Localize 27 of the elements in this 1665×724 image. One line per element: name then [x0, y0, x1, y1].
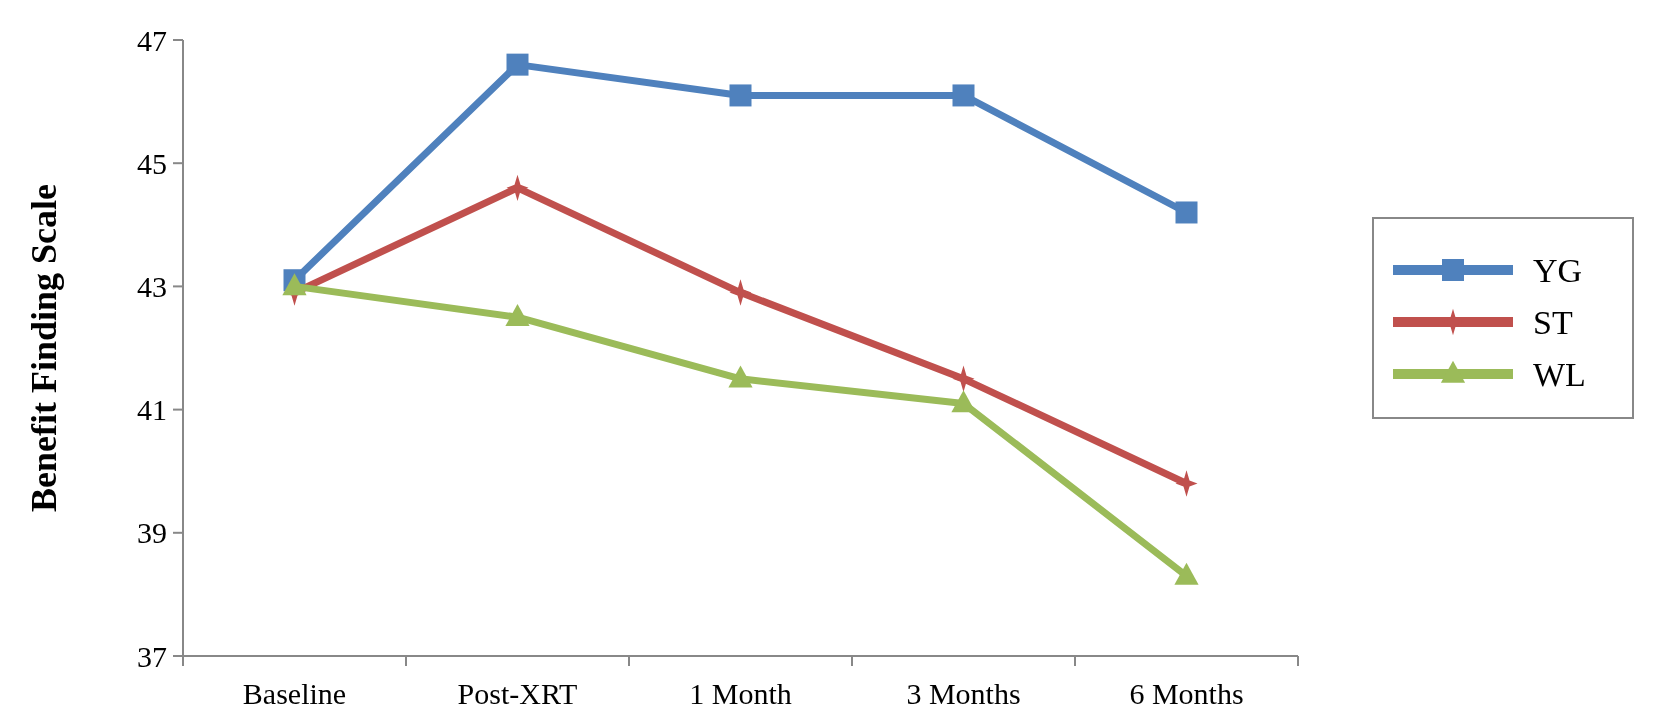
- y-axis-title: Benefit Finding Scale: [24, 183, 64, 513]
- y-tick-label: 43: [137, 269, 167, 303]
- point: [1175, 201, 1198, 224]
- x-tick-label: Baseline: [242, 677, 347, 710]
- x-tick-label: 3 Months: [906, 677, 1021, 710]
- y-tick-label: 39: [137, 516, 167, 550]
- point: [1174, 562, 1199, 585]
- point: [506, 53, 529, 76]
- legend-label: ST: [1533, 303, 1573, 341]
- legend-label: WL: [1533, 355, 1586, 393]
- point: [952, 365, 975, 392]
- x-tick-label: Post-XRT: [457, 677, 578, 710]
- y-tick-label: 41: [137, 393, 167, 427]
- point: [952, 84, 975, 107]
- point: [505, 304, 530, 326]
- point: [728, 365, 753, 388]
- point: [729, 279, 752, 306]
- x-tick-label: 1 Month: [689, 677, 792, 710]
- point: [506, 174, 529, 202]
- y-tick-label: 47: [137, 23, 167, 57]
- y-tick-label: 45: [137, 146, 167, 180]
- point: [729, 84, 752, 107]
- point: [1175, 470, 1198, 497]
- x-tick-label: 6 Months: [1129, 677, 1244, 710]
- legend-label: YG: [1533, 251, 1583, 289]
- point: [951, 390, 976, 413]
- y-tick-label: 37: [137, 639, 167, 673]
